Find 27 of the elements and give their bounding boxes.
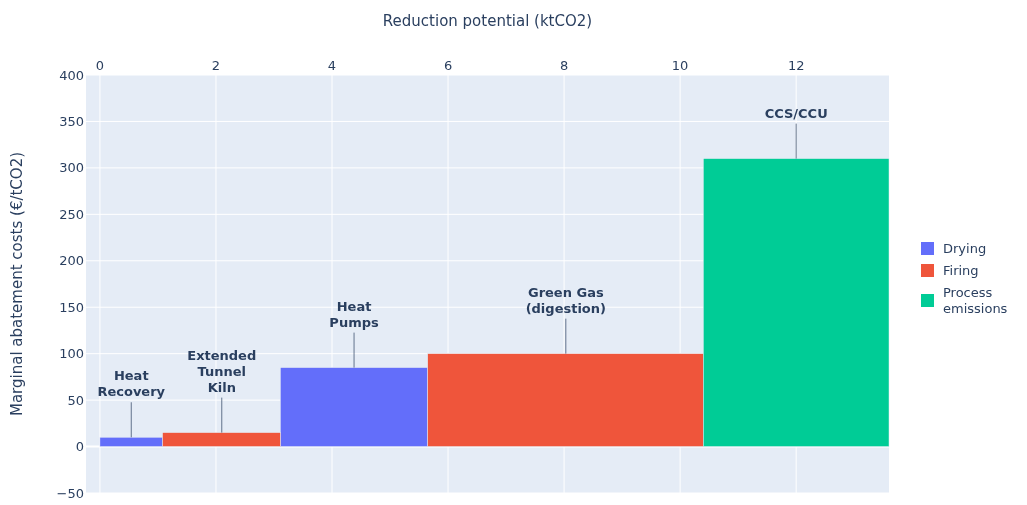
annotation: CCS/CCU [764,105,828,121]
y-axis-title: Marginal abatement costs (€/tCO2) [8,151,26,417]
y-tick-label: 350 [59,113,84,129]
y-tick-label: 200 [59,253,84,269]
x-tick-label: 0 [95,58,105,73]
annotation: Green Gas (digestion) [525,284,607,316]
legend-label: Firing [943,263,979,278]
x-tick-label: 12 [787,58,805,73]
y-tick-label: 150 [59,299,84,315]
annotation: Heat Pumps [329,298,379,330]
y-tick-label: −50 [56,485,84,501]
legend-label: Drying [943,241,987,256]
x-tick-label: 10 [671,58,689,73]
x-tick-label: 2 [211,58,221,73]
y-tick-label: 100 [59,346,84,362]
x-axis-title: Reduction potential (ktCO2) [382,12,593,30]
y-tick-label: 250 [59,206,84,222]
y-tick-label: 0 [75,439,84,455]
y-tick-label: 400 [59,67,84,83]
legend-label: Process emissions [943,285,1008,316]
x-tick-label: 8 [559,58,569,73]
x-tick-label: 6 [443,58,453,73]
y-tick-label: 300 [59,160,84,176]
annotation: Heat Recovery [97,368,166,400]
y-tick-label: 50 [67,392,84,408]
x-tick-label: 4 [327,58,337,73]
annotation: Extended Tunnel Kiln [187,347,257,395]
